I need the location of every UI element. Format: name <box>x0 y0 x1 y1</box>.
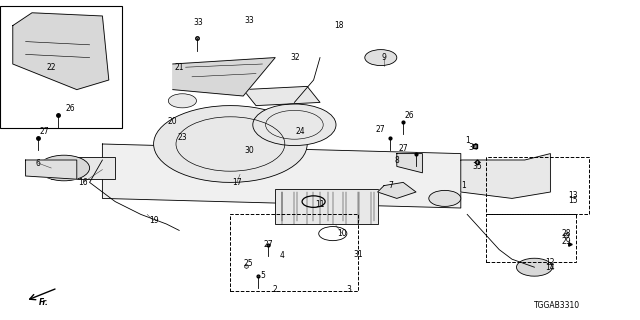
Text: 1: 1 <box>461 181 467 190</box>
Circle shape <box>365 50 397 66</box>
Text: 18: 18 <box>335 21 344 30</box>
Bar <box>275 189 378 224</box>
Text: 17: 17 <box>232 178 242 187</box>
Polygon shape <box>13 13 109 90</box>
Text: 14: 14 <box>545 263 556 272</box>
Text: 34: 34 <box>468 143 479 152</box>
Polygon shape <box>243 86 320 106</box>
Circle shape <box>154 106 307 182</box>
Text: 27: 27 <box>264 240 274 249</box>
Text: 16: 16 <box>78 178 88 187</box>
Text: 27: 27 <box>376 125 386 134</box>
Bar <box>0 6 122 128</box>
Text: TGGAB3310: TGGAB3310 <box>534 301 580 310</box>
Text: 23: 23 <box>177 133 188 142</box>
Text: 27: 27 <box>40 127 50 136</box>
Bar <box>486 214 576 262</box>
Text: 25: 25 <box>243 260 253 268</box>
Text: 33: 33 <box>193 18 204 27</box>
Text: 8: 8 <box>394 156 399 164</box>
Text: 20: 20 <box>168 117 178 126</box>
Text: 26: 26 <box>404 111 415 120</box>
Bar <box>51 157 115 179</box>
Circle shape <box>38 155 90 181</box>
Text: 30: 30 <box>244 146 255 155</box>
Polygon shape <box>461 154 550 198</box>
Text: 32: 32 <box>291 53 301 62</box>
Polygon shape <box>26 160 77 179</box>
Polygon shape <box>102 144 461 208</box>
Text: 6: 6 <box>36 159 41 168</box>
Text: 4: 4 <box>279 252 284 260</box>
Text: 31: 31 <box>353 250 364 259</box>
Text: 19: 19 <box>148 216 159 225</box>
Text: 9: 9 <box>381 53 387 62</box>
Text: 28: 28 <box>562 229 571 238</box>
Text: 7: 7 <box>388 181 393 190</box>
Text: 29: 29 <box>561 237 572 246</box>
Text: 2: 2 <box>273 285 278 294</box>
Text: 22: 22 <box>47 63 56 72</box>
Text: 33: 33 <box>244 16 255 25</box>
Text: 5: 5 <box>260 271 265 280</box>
Polygon shape <box>378 182 416 198</box>
Circle shape <box>429 190 461 206</box>
Circle shape <box>168 94 196 108</box>
Circle shape <box>516 258 552 276</box>
Bar <box>486 157 589 214</box>
Text: 11: 11 <box>316 200 324 209</box>
Text: 21: 21 <box>175 63 184 72</box>
Text: 12: 12 <box>546 258 555 267</box>
Text: Fr.: Fr. <box>38 298 48 307</box>
Polygon shape <box>173 58 275 96</box>
Text: 15: 15 <box>568 196 578 204</box>
Text: 1: 1 <box>465 136 470 145</box>
Polygon shape <box>397 154 422 173</box>
Text: 3: 3 <box>346 285 351 294</box>
Text: 26: 26 <box>65 104 76 113</box>
Text: 27: 27 <box>398 144 408 153</box>
Circle shape <box>253 104 336 146</box>
Text: 24: 24 <box>296 127 306 136</box>
Bar <box>230 214 358 291</box>
Text: 35: 35 <box>472 162 482 171</box>
Text: 13: 13 <box>568 191 578 200</box>
Text: 10: 10 <box>337 229 348 238</box>
